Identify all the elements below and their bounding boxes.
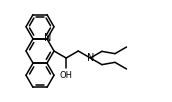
Text: OH: OH xyxy=(60,71,73,80)
Text: N: N xyxy=(44,33,52,43)
Text: N: N xyxy=(87,53,94,63)
